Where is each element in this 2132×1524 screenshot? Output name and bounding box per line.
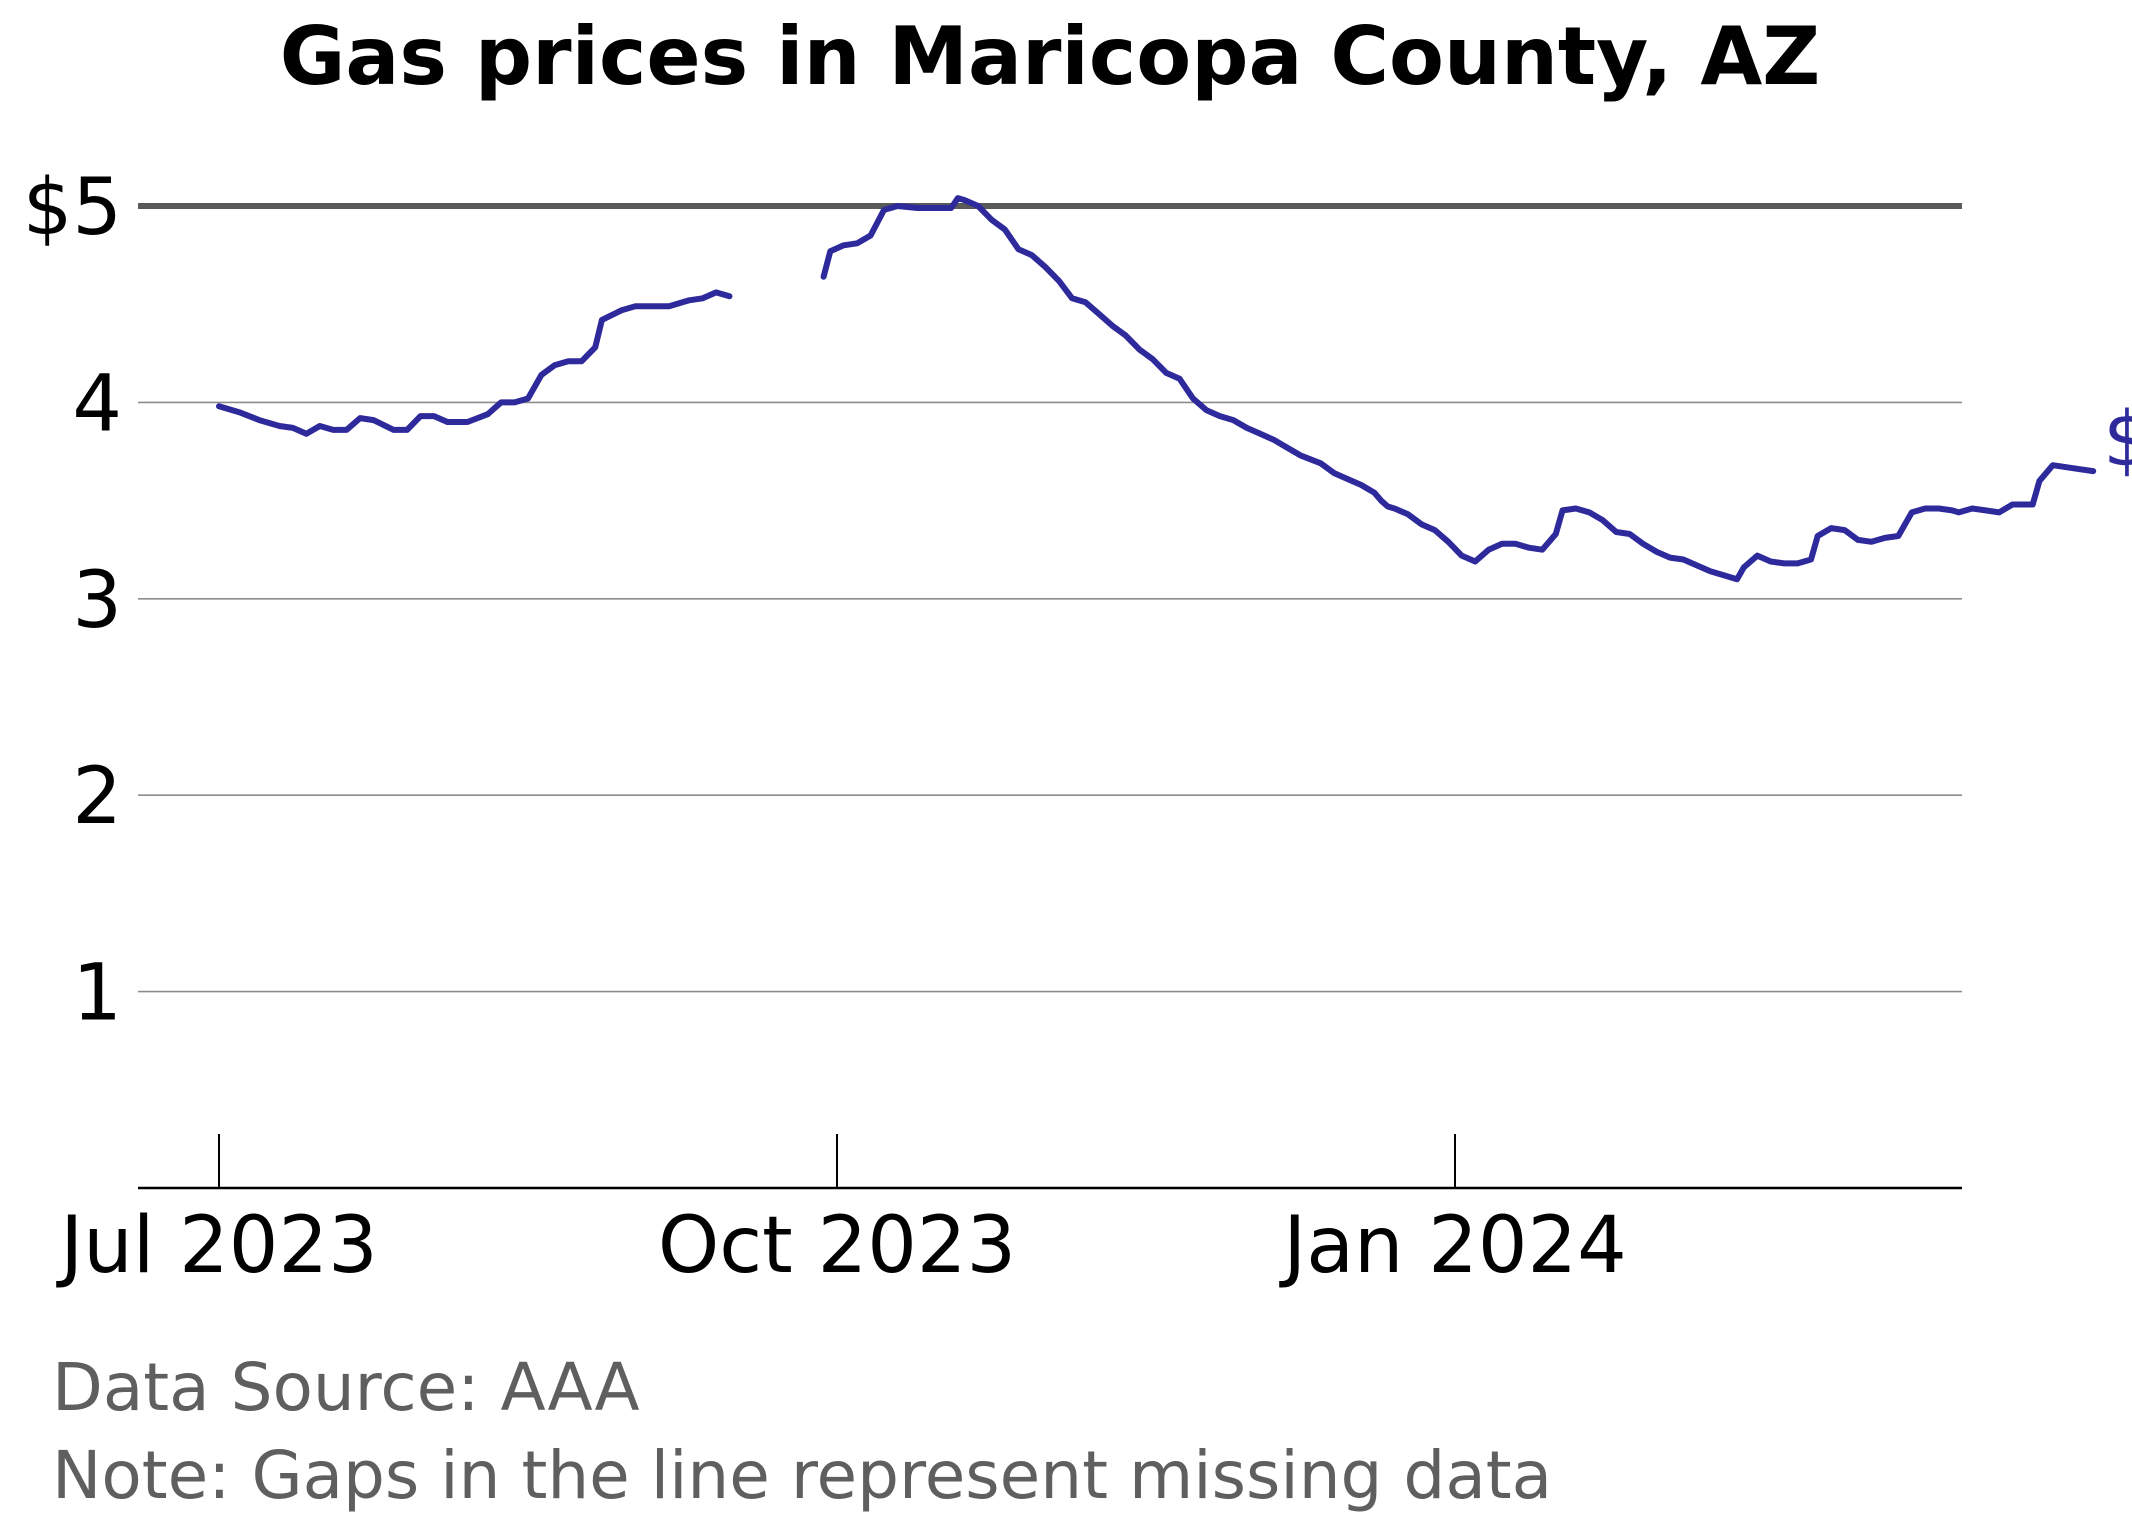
- x-tick-label: Jul 2023: [55, 1201, 377, 1291]
- chart-title: Gas prices in Maricopa County, AZ: [280, 10, 1821, 103]
- x-tick-label: Oct 2023: [658, 1201, 1016, 1291]
- y-axis-ticks: 1 2 3 4 $5: [23, 163, 122, 1039]
- y-tick-label: $5: [23, 163, 122, 253]
- end-value-label: $3.65: [2103, 394, 2132, 483]
- x-tick-label: Jan 2024: [1278, 1201, 1627, 1291]
- x-axis-ticks: Jul 2023 Oct 2023 Jan 2024: [55, 1134, 1627, 1291]
- y-tick-label: 4: [72, 359, 122, 449]
- y-tick-label: 3: [72, 556, 122, 646]
- data-source-note: Data Source: AAA: [52, 1349, 640, 1426]
- y-tick-label: 1: [72, 949, 122, 1039]
- series-line-segment: [216, 289, 733, 437]
- series-line-segment: [820, 195, 2097, 583]
- y-tick-label: 2: [72, 752, 122, 842]
- price-series: [216, 195, 2097, 583]
- gap-note: Note: Gaps in the line represent missing…: [52, 1437, 1552, 1514]
- gridlines: [138, 203, 1962, 993]
